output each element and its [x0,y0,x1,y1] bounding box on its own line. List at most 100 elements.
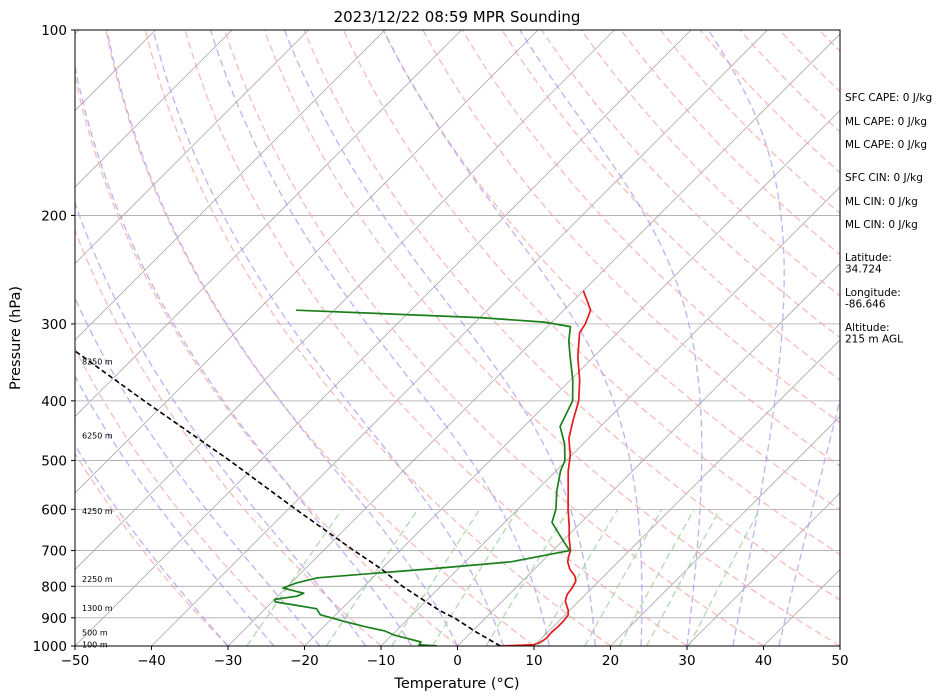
y-tick-label: 500 [41,454,67,470]
isotherm-line [686,492,840,646]
y-tick-label: 100 [41,23,67,39]
isotherm-line [75,30,539,494]
height-label: 100 m [82,640,108,649]
y-tick-label: 400 [41,394,67,410]
mixing-ratio-line [391,508,481,646]
parameter-text: Longitude: [845,287,901,299]
x-tick-label: 20 [602,653,619,669]
axes: −50 −40 −30 −20 −10 0 10 20 30 40 50 1000 900 800 700 6… [33,23,849,669]
dry-adiabat-line [224,30,764,646]
isotherm-line [610,415,840,646]
dry-adiabat-line [75,452,229,646]
isotherm-line [75,30,692,646]
parameter-text: ML CIN: 0 J/kg [845,219,918,231]
height-label: 4250 m [82,507,113,516]
isotherm-line [75,30,233,188]
dry-adiabat-line [75,228,382,646]
x-tick-label: −30 [214,653,243,669]
isotherm-line [151,30,768,646]
mixing-ratio-line [431,508,519,646]
x-tick-label: 10 [525,653,542,669]
dry-adiabat-line [144,30,611,646]
isotherm-line [457,262,840,646]
temperature-profile [500,290,592,646]
mixing-ratio-line [646,508,721,646]
dewpoint-profile [273,309,574,646]
isotherm-line [380,186,840,646]
y-tick-label: 700 [41,544,67,560]
parameter-text: Latitude: [845,252,892,264]
isotherm-line [533,339,840,646]
dry-adiabat-line [620,30,840,256]
moist-adiabat-line [152,30,505,646]
y-axis-label: Pressure (hPa) [8,286,24,390]
moist-adiabat-line [75,375,275,646]
mixing-ratio-line [325,508,419,646]
parameter-text: ML CAPE: 0 J/kg [845,116,927,128]
y-tick-label: 300 [41,317,67,333]
plot-area [75,30,840,646]
y-tick-label: 900 [41,611,67,627]
dry-adiabat-line [343,30,840,556]
mixing-ratio-line [618,508,695,646]
parameter-text: Altitude: [845,322,890,334]
isotherm-line [75,30,386,341]
isotherm-line [75,30,462,418]
mixing-ratio-line [584,508,663,646]
y-tick-label: 800 [41,579,67,595]
parameter-text: ML CAPE: 0 J/kg [845,139,927,151]
isotherm-line [75,30,309,265]
parameter-text: SFC CIN: 0 J/kg [845,172,923,184]
moist-adiabat-line [778,397,840,646]
parameter-text: 215 m AGL [845,334,903,346]
y-tick-label: 200 [41,208,67,224]
isotherm-line [227,33,840,646]
x-axis-label: Temperature (°C) [393,676,519,692]
height-label: 500 m [82,628,108,637]
height-label: 1300 m [82,604,113,613]
moist-adiabat-line [707,30,785,646]
moist-adiabat-line [75,201,367,646]
chart-title: 2023/12/22 08:59 MPR Sounding [334,8,581,26]
dry-adiabat-line [303,30,840,601]
y-tick-label: 600 [41,502,67,518]
height-label: 2250 m [82,575,113,584]
isotherm-line [75,30,615,571]
dry-adiabat-line [75,74,458,646]
height-label: 6250 m [82,431,113,440]
moist-adiabat-line [519,30,703,646]
moist-adiabat-line [106,30,459,646]
x-tick-label: −40 [137,653,166,669]
parameter-text: SFC CAPE: 0 J/kg [845,92,932,104]
moist-adiabat-line [209,30,550,646]
x-tick-label: −10 [367,653,396,669]
x-tick-label: 40 [755,653,772,669]
moist-adiabat-line [75,444,229,646]
x-tick-label: 50 [831,653,848,669]
moist-adiabat-line [382,30,643,646]
dry-adiabat-line [184,30,688,646]
x-tick-label: −20 [290,653,319,669]
dry-adiabat-line [699,30,840,174]
mixing-ratio-line [485,508,570,646]
mixing-ratio-line [688,508,761,646]
moist-adiabat-line [75,63,413,646]
parcel-path [75,349,501,646]
profile-lines [75,290,592,646]
parameter-text: ML CIN: 0 J/kg [845,196,918,208]
x-tick-label: 0 [453,653,462,669]
parameter-text: -86.646 [845,299,886,311]
x-tick-label: 30 [678,653,695,669]
x-tick-label: −50 [61,653,90,669]
dry-adiabat-line [580,30,840,297]
y-tick-label: 1000 [33,639,67,655]
dry-adiabat-line [501,30,840,381]
parameter-text: 34.724 [845,264,882,276]
sounding-parameters: SFC CAPE: 0 J/kg ML CAPE: 0 J/kg ML CAPE: … [845,92,932,346]
isotherm-line [304,109,840,646]
dry-adiabat-line [422,30,840,467]
height-label: 8250 m [82,357,113,366]
dry-adiabat-line [660,30,840,215]
height-labels: 100 m 500 m 1300 m 2250 m 4250 m 6250 m 8250 m [82,357,113,649]
